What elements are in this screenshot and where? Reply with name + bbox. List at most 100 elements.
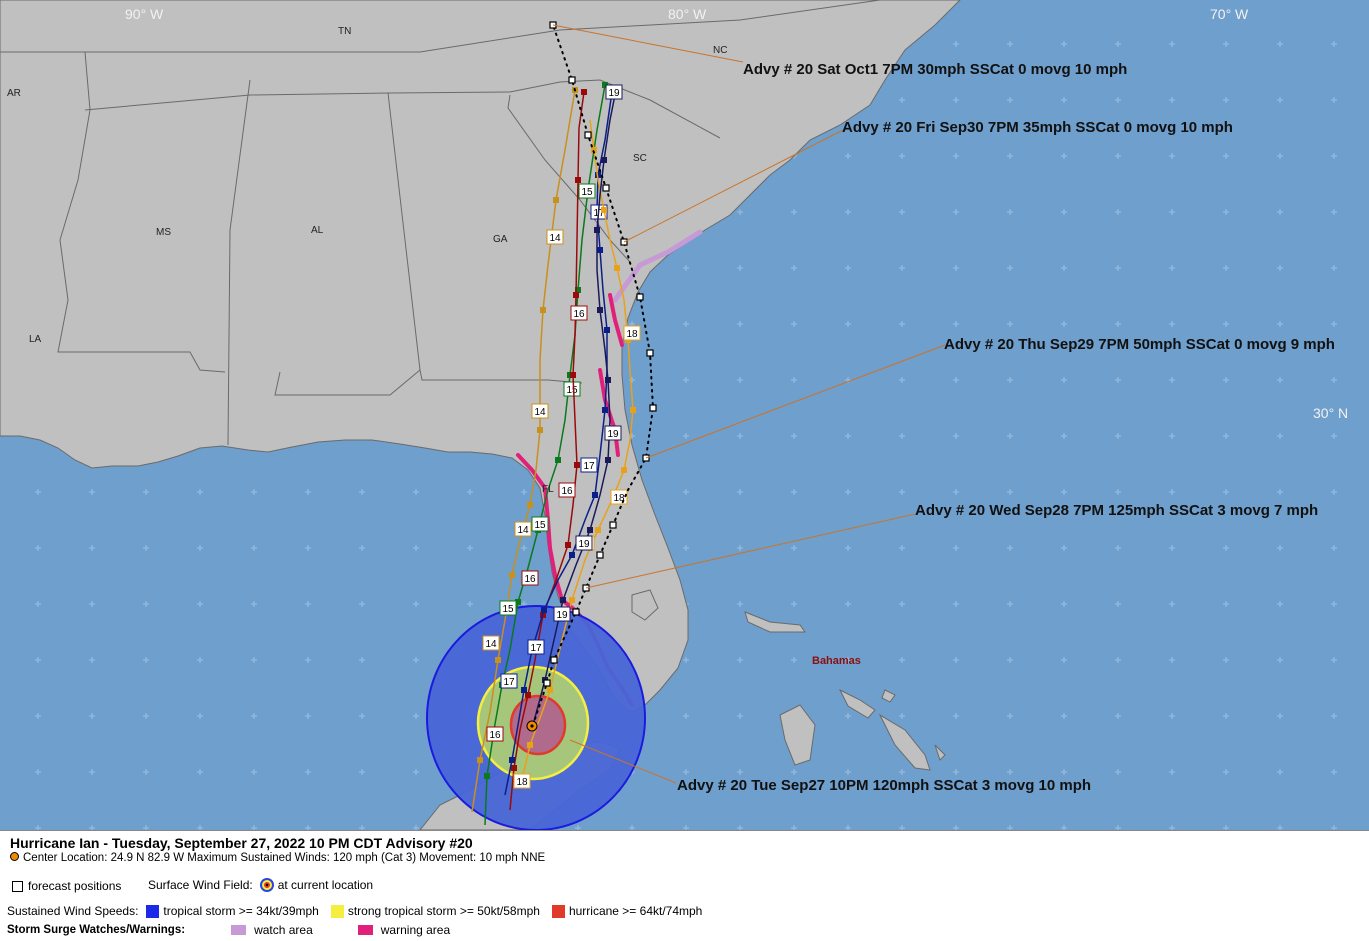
lon-label-70w: 70° W xyxy=(1210,6,1249,22)
strong-tropical-storm-swatch xyxy=(330,904,344,918)
forecast-position-icon xyxy=(12,880,23,892)
advisory-label-sep30: Advy # 20 Fri Sep30 7PM 35mph SSCat 0 mo… xyxy=(842,119,1233,136)
model-track-point xyxy=(555,457,561,463)
model-track-label: 15 xyxy=(502,604,514,615)
model-track-point xyxy=(515,599,521,605)
model-track-label: 16 xyxy=(524,574,536,585)
state-label-tn: TN xyxy=(338,26,351,37)
state-label-ar: AR xyxy=(7,88,21,99)
legend-panel: Hurricane Ian - Tuesday, September 27, 2… xyxy=(0,830,1369,941)
model-track-point xyxy=(621,467,627,473)
model-track-point xyxy=(547,687,553,693)
model-track-point xyxy=(560,597,566,603)
model-track-point xyxy=(591,147,597,153)
state-label-ms: MS xyxy=(156,227,171,238)
model-track-line xyxy=(521,119,634,781)
model-track-label-box xyxy=(514,521,532,537)
forecast-position-marker xyxy=(609,521,617,529)
model-track-point xyxy=(597,307,603,313)
lat-label-30n: 30° N xyxy=(1313,405,1348,421)
model-track-point xyxy=(575,177,581,183)
model-track-point xyxy=(592,492,598,498)
model-track-point xyxy=(521,687,527,693)
forecast-position-marker xyxy=(602,184,610,192)
legend-surface-wind-field: Surface Wind Field: at current location xyxy=(148,878,374,892)
legend-storm-surge: Storm Surge Watches/Warnings: watch area… xyxy=(7,923,451,937)
lon-label-90w: 90° W xyxy=(125,6,164,22)
model-track-label-box xyxy=(531,516,549,532)
model-track-line xyxy=(484,84,606,826)
state-label-fl: FL xyxy=(542,484,554,495)
model-track-point xyxy=(525,692,531,698)
model-track-point xyxy=(601,157,607,163)
state-borders xyxy=(0,0,881,446)
model-track-label: 17 xyxy=(530,643,542,654)
model-track-point xyxy=(537,427,543,433)
legend-forecast-positions: forecast positions xyxy=(12,879,121,893)
wind-field-icon xyxy=(259,878,274,892)
model-track-label-box xyxy=(482,635,500,651)
model-track-label-box xyxy=(604,425,622,441)
model-track-point xyxy=(587,527,593,533)
model-track-label-box xyxy=(513,773,531,789)
model-track-point xyxy=(509,757,515,763)
model-track-label-box xyxy=(580,457,598,473)
model-track-point xyxy=(597,247,603,253)
model-track-label: 17 xyxy=(593,208,605,219)
forecast-position-marker xyxy=(543,679,551,687)
model-track-label-box xyxy=(499,600,517,616)
advisory-leaders xyxy=(552,24,946,784)
legend-wind-speeds: Sustained Wind Speeds: tropical storm >=… xyxy=(7,904,703,918)
lon-label-80w: 80° W xyxy=(668,6,707,22)
model-track-label-box xyxy=(623,325,641,341)
model-track-label: 14 xyxy=(534,407,546,418)
model-track-label-box xyxy=(486,726,504,742)
model-tracks: 1414141415151515151616161616171717171718… xyxy=(471,82,641,826)
advisory-label-sep28: Advy # 20 Wed Sep28 7PM 125mph SSCat 3 m… xyxy=(915,502,1318,519)
model-track-label-box xyxy=(546,229,564,245)
model-track-point xyxy=(477,757,483,763)
forecast-position-marker xyxy=(646,349,654,357)
model-track-label-box xyxy=(527,639,545,655)
model-track-point xyxy=(553,197,559,203)
model-track-point xyxy=(511,765,517,771)
state-label-al: AL xyxy=(311,225,324,236)
model-track-point xyxy=(574,462,580,468)
model-track-point xyxy=(570,372,576,378)
model-track-point xyxy=(595,527,601,533)
model-track-label: 15 xyxy=(534,520,546,531)
warning-area-swatch xyxy=(357,925,373,935)
forecast-position-marker xyxy=(568,76,576,84)
model-track-point xyxy=(581,89,587,95)
storm-surge-watch-area xyxy=(612,229,703,303)
state-label-nc: NC xyxy=(713,45,727,56)
hurricane-swatch xyxy=(551,904,565,918)
place-label-bahamas: Bahamas xyxy=(812,655,861,667)
model-track-point xyxy=(614,265,620,271)
model-track-label: 19 xyxy=(578,539,590,550)
advisory-label-oct1: Advy # 20 Sat Oct1 7PM 30mph SSCat 0 mov… xyxy=(743,61,1127,78)
model-track-label-box xyxy=(575,535,593,551)
model-track-label-box xyxy=(553,606,571,622)
forecast-position-marker xyxy=(584,131,592,139)
model-track-label-box xyxy=(605,84,623,100)
model-track-label-box xyxy=(558,482,576,498)
model-track-label-box xyxy=(570,305,588,321)
model-track-point xyxy=(594,227,600,233)
model-track-point xyxy=(602,82,608,88)
advisory-label-sep29: Advy # 20 Thu Sep29 7PM 50mph SSCat 0 mo… xyxy=(944,336,1335,353)
model-track-label: 18 xyxy=(626,329,638,340)
hurricane-map: 1414141415151515151616161616171717171718… xyxy=(0,0,1369,830)
model-track-label: 16 xyxy=(573,309,585,320)
forecast-position-marker xyxy=(572,608,580,616)
forecast-position-marker xyxy=(636,293,644,301)
model-track-point xyxy=(601,207,607,213)
legend-center-line: Center Location: 24.9 N 82.9 W Maximum S… xyxy=(10,852,545,864)
tropical-storm-swatch xyxy=(146,904,160,918)
model-track-point xyxy=(509,572,515,578)
model-track-label: 15 xyxy=(566,385,578,396)
model-track-point xyxy=(565,542,571,548)
storm-center-icon xyxy=(526,720,538,732)
model-track-label: 16 xyxy=(561,486,573,497)
legend-title: Hurricane Ian - Tuesday, September 27, 2… xyxy=(10,835,473,851)
